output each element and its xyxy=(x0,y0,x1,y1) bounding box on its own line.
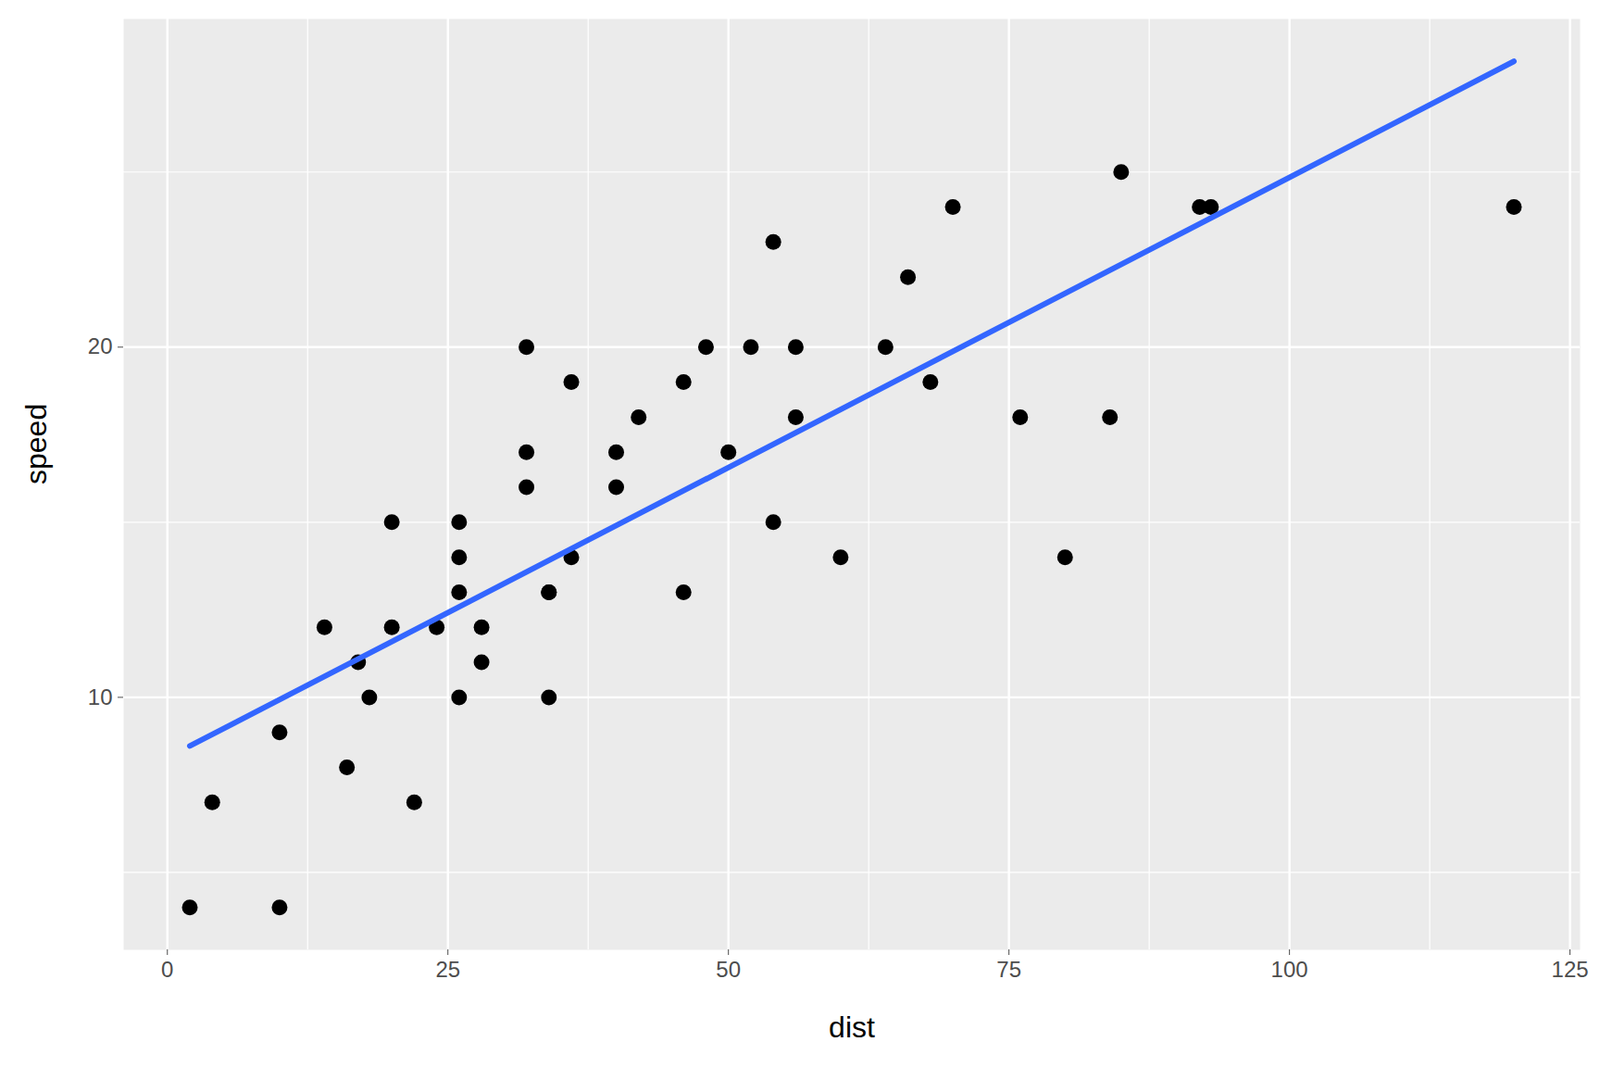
svg-text:25: 25 xyxy=(435,956,461,982)
svg-text:50: 50 xyxy=(715,956,741,982)
svg-text:dist: dist xyxy=(828,1010,875,1044)
svg-text:20: 20 xyxy=(87,333,113,359)
svg-text:0: 0 xyxy=(161,956,174,982)
svg-text:75: 75 xyxy=(996,956,1022,982)
svg-text:100: 100 xyxy=(1271,956,1309,982)
svg-text:125: 125 xyxy=(1551,956,1589,982)
svg-text:speed: speed xyxy=(19,403,53,485)
svg-text:10: 10 xyxy=(87,684,113,710)
